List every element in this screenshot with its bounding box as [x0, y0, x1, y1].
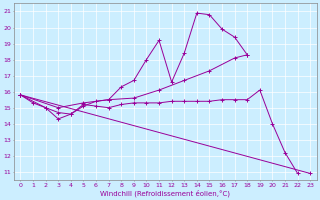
X-axis label: Windchill (Refroidissement éolien,°C): Windchill (Refroidissement éolien,°C)	[100, 189, 230, 197]
